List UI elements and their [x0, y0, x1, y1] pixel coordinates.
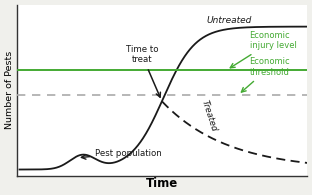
Y-axis label: Number of Pests: Number of Pests [5, 51, 14, 129]
Text: Economic
injury level: Economic injury level [230, 31, 296, 68]
Text: Treated: Treated [200, 99, 219, 133]
Text: Time to
treat: Time to treat [125, 45, 160, 97]
Text: Economic
threshold: Economic threshold [241, 57, 290, 92]
X-axis label: Time: Time [146, 177, 178, 190]
Text: Pest population: Pest population [81, 149, 162, 159]
Text: Untreated: Untreated [207, 16, 252, 25]
